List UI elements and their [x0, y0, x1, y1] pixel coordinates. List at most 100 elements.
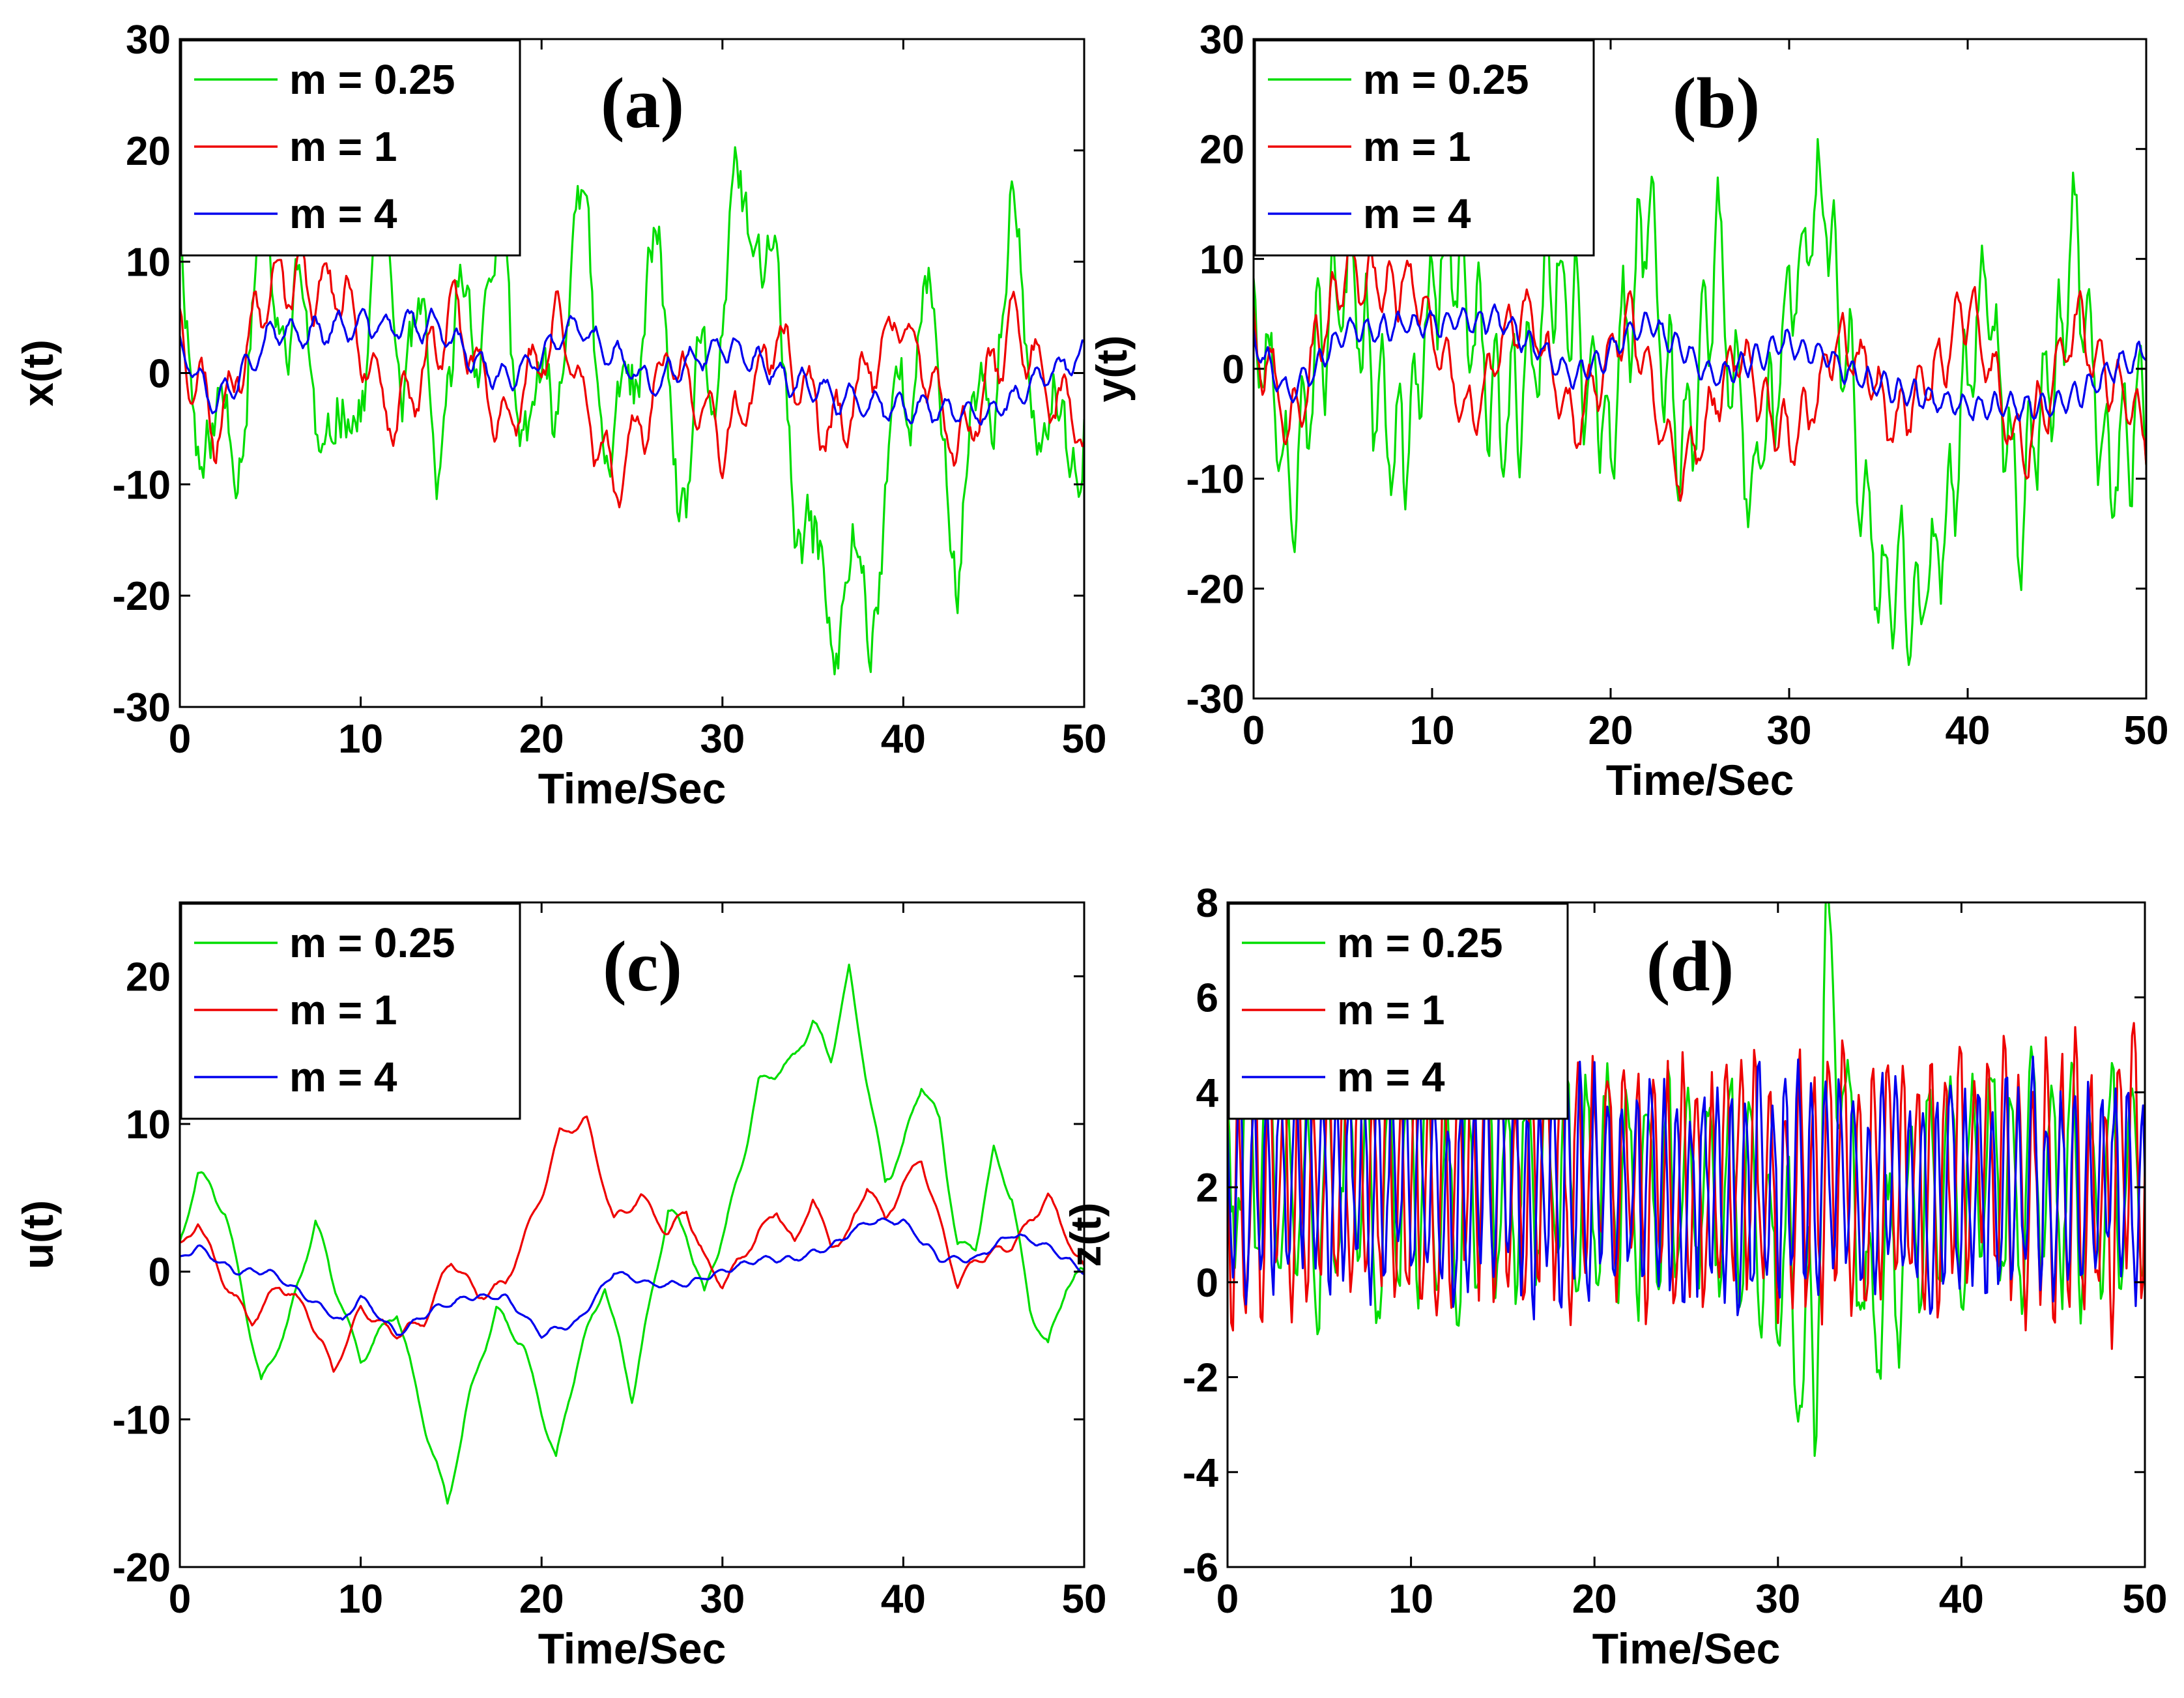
- y-tick-label: -20: [112, 574, 171, 619]
- legend: m = 0.25 m = 1 m = 4: [180, 39, 521, 257]
- legend: m = 0.25 m = 1 m = 4: [180, 902, 521, 1120]
- series-line-m-4: [180, 1217, 1084, 1339]
- x-tick-label: 50: [2123, 1577, 2168, 1622]
- x-tick-label: 10: [1410, 708, 1455, 753]
- y-tick-label: 20: [126, 955, 171, 1000]
- y-tick-label: -10: [112, 463, 171, 508]
- x-tick-label: 20: [519, 717, 564, 762]
- y-tick-label: -30: [1186, 677, 1244, 722]
- y-tick-label: -20: [112, 1546, 171, 1590]
- legend-entry: m = 1: [289, 986, 397, 1033]
- legend-box: [1254, 39, 1595, 257]
- x-tick-label: 0: [1243, 708, 1265, 753]
- series-line-m-1: [180, 250, 1084, 509]
- y-tick-label: -30: [112, 685, 171, 730]
- legend-box: [180, 902, 521, 1120]
- y-tick-label: -10: [1186, 457, 1244, 502]
- x-tick-label: 0: [169, 717, 191, 762]
- x-tick-label: 40: [881, 1577, 926, 1622]
- y-tick-label: -2: [1183, 1356, 1218, 1401]
- legend-entry: m = 4: [1337, 1054, 1445, 1101]
- x-axis-label: Time/Sec: [538, 764, 726, 813]
- legend-entry: m = 0.25: [1337, 919, 1502, 966]
- y-tick-label: -4: [1183, 1450, 1219, 1495]
- y-tick-label: 10: [1200, 237, 1244, 282]
- series-line-m-4: [1228, 1047, 2145, 1321]
- x-tick-label: 50: [1062, 1577, 1107, 1622]
- x-tick-label: 40: [881, 717, 926, 762]
- series-line-m-4: [180, 308, 1084, 426]
- panel-label: (d): [1646, 927, 1734, 1006]
- y-tick-label: 0: [1196, 1261, 1218, 1306]
- legend-entry: m = 4: [1363, 190, 1471, 237]
- legend-entry: m = 0.25: [289, 919, 455, 966]
- axes-frame: [1226, 901, 2146, 1568]
- x-tick-label: 0: [169, 1577, 191, 1622]
- panel-label: (b): [1673, 63, 1760, 143]
- series-group: [180, 146, 1084, 676]
- x-tick-label: 30: [700, 1577, 745, 1622]
- y-axis-label: y(t): [1087, 336, 1136, 403]
- series-line-m-0-25: [1228, 902, 2145, 1457]
- legend: m = 0.25 m = 1 m = 4: [1254, 39, 1595, 257]
- panel-3: 0 10 20 30 40 50 -6 -4 -2 0 2 4 6 8 Time/Sec z(t) m = 0.…: [1061, 881, 2168, 1673]
- legend: m = 0.25 m = 1 m = 4: [1228, 902, 1569, 1120]
- x-axis-label: Time/Sec: [1606, 756, 1794, 804]
- y-tick-label: 20: [1200, 128, 1244, 173]
- y-tick-label: 0: [149, 1250, 171, 1295]
- x-tick-label: 30: [700, 717, 745, 762]
- legend-entry: m = 1: [289, 123, 397, 170]
- y-tick-label: 6: [1196, 976, 1218, 1021]
- y-axis-label: z(t): [1061, 1203, 1110, 1267]
- x-tick-label: 20: [1588, 708, 1633, 753]
- y-tick-label: 2: [1196, 1166, 1218, 1211]
- x-tick-label: 40: [1946, 708, 1990, 753]
- series-group: [1254, 137, 2146, 667]
- axes-frame: [179, 901, 1085, 1568]
- legend-entry: m = 4: [289, 1054, 397, 1101]
- series-line-m-4: [1254, 303, 2146, 422]
- panel-1: 0 10 20 30 40 50-30-20-100102030Time/Secy(t)m…: [1087, 18, 2168, 804]
- x-axis-label: Time/Sec: [538, 1624, 726, 1673]
- y-tick-label: -10: [112, 1398, 171, 1443]
- legend-entry: m = 1: [1337, 986, 1444, 1033]
- y-tick-label: 30: [1200, 18, 1244, 63]
- series-line-m-0-25: [180, 146, 1084, 676]
- legend-entry: m = 1: [1363, 123, 1471, 170]
- panel-label: (c): [603, 927, 682, 1006]
- y-axis-label: u(t): [14, 1200, 62, 1269]
- y-tick-label: 10: [126, 240, 171, 285]
- y-tick-label: -6: [1183, 1546, 1218, 1590]
- series-group: [1228, 902, 2145, 1457]
- x-tick-label: 50: [2124, 708, 2169, 753]
- x-tick-label: 30: [1767, 708, 1812, 753]
- y-tick-label: 4: [1196, 1071, 1219, 1115]
- series-line-m-0-25: [1254, 137, 2146, 667]
- x-axis-label: Time/Sec: [1592, 1624, 1781, 1673]
- y-tick-label: 30: [126, 18, 171, 63]
- y-tick-label: 10: [126, 1102, 171, 1147]
- x-tick-label: 10: [338, 1577, 383, 1622]
- panel-0: 0 10 20 30 40 50-30-20-100102030Time/Secx(t)m…: [14, 18, 1106, 813]
- x-tick-label: 20: [1572, 1577, 1617, 1622]
- x-tick-label: 10: [338, 717, 383, 762]
- x-tick-label: 0: [1216, 1577, 1239, 1622]
- legend-entry: m = 0.25: [289, 56, 455, 103]
- x-tick-label: 40: [1939, 1577, 1984, 1622]
- y-tick-label: 0: [149, 352, 171, 397]
- y-tick-label: 0: [1222, 347, 1244, 392]
- legend-box: [180, 39, 521, 257]
- series-group: [180, 963, 1084, 1505]
- y-tick-label: 20: [126, 129, 171, 174]
- y-axis-label: x(t): [14, 339, 62, 407]
- x-tick-label: 50: [1062, 717, 1107, 762]
- series-line-m-0-25: [180, 963, 1084, 1505]
- x-tick-label: 10: [1388, 1577, 1433, 1622]
- y-tick-label: -20: [1186, 567, 1244, 612]
- legend-entry: m = 4: [289, 190, 397, 237]
- y-tick-label: 8: [1196, 881, 1218, 926]
- legend-entry: m = 0.25: [1363, 56, 1529, 103]
- panel-label: (a): [601, 63, 684, 143]
